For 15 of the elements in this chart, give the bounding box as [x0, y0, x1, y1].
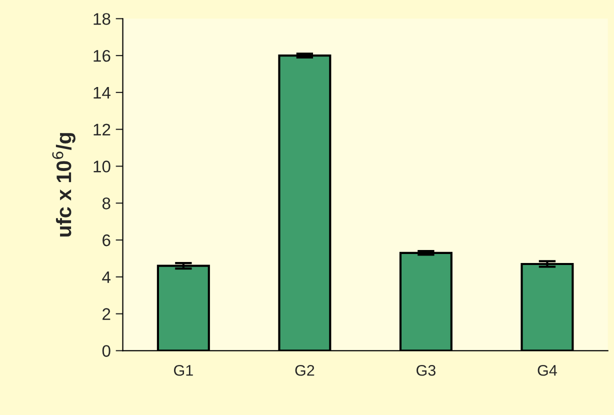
- y-tick-label: 8: [102, 198, 110, 210]
- y-tick-label: 14: [94, 87, 111, 98]
- x-tick-label: G1: [174, 364, 193, 376]
- y-tick-label: 18: [94, 13, 110, 25]
- y-tick-label: 10: [94, 160, 110, 172]
- x-tick-label: G4: [538, 364, 557, 376]
- y-axis-title: ufc x 10$^{6}$/g: [52, 133, 76, 237]
- y-tick-label: 12: [94, 124, 110, 136]
- y-tick-label: 16: [94, 50, 110, 62]
- y-tick-label: 6: [102, 234, 110, 246]
- y-tick-label: 0: [102, 345, 110, 357]
- x-tick-label: G2: [295, 364, 314, 376]
- y-tick-label: 2: [102, 308, 110, 320]
- y-tick-label: 4: [102, 271, 111, 283]
- x-tick-label: G3: [416, 364, 436, 376]
